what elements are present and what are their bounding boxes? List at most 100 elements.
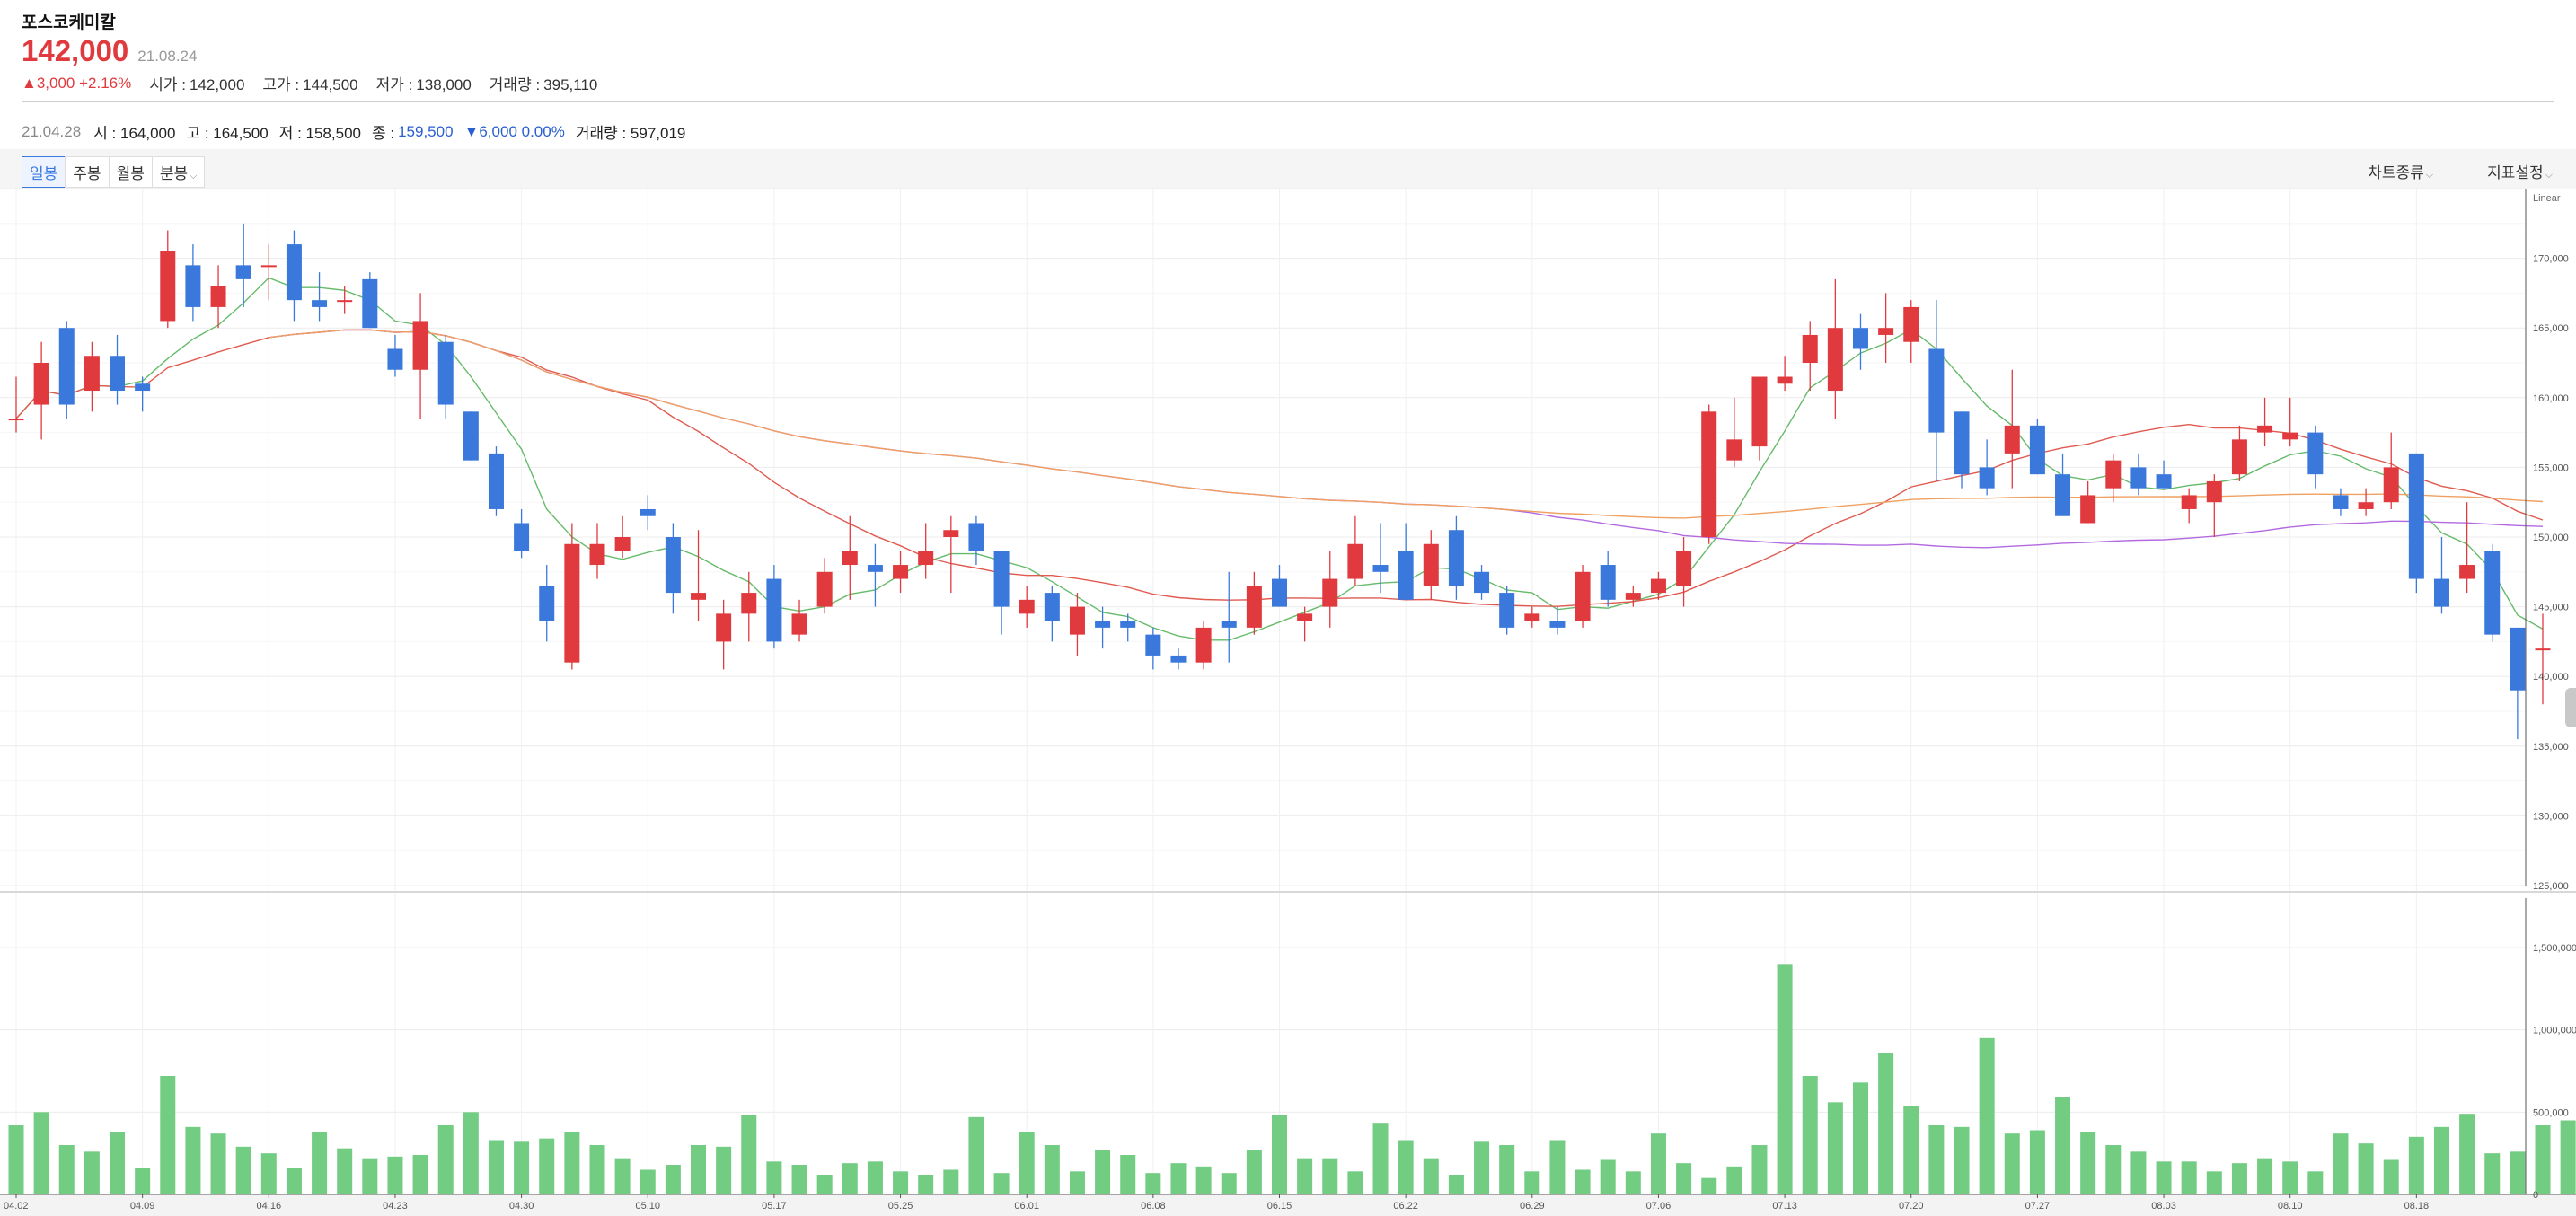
candle <box>816 558 833 614</box>
candle <box>2307 425 2324 489</box>
candle <box>893 551 909 594</box>
candle-body <box>766 578 782 642</box>
candle <box>2510 627 2526 740</box>
volume-bar <box>2307 1171 2324 1194</box>
chart-options: 차트종류 ⌵ 지표설정 ⌵ <box>2314 160 2553 182</box>
volume-bar <box>1979 1037 1995 1194</box>
candle-body <box>993 551 1010 607</box>
volume-bar <box>312 1132 328 1194</box>
volume-bar <box>893 1171 909 1194</box>
volume-bar <box>2004 1133 2020 1194</box>
candle-body <box>2307 432 2324 475</box>
price-tick-label: 155,000 <box>2533 463 2569 473</box>
candle-body <box>2257 425 2273 433</box>
price-tick-label: 135,000 <box>2533 742 2569 753</box>
tab-weekly[interactable]: 주봉 <box>65 156 110 188</box>
time-tick-label: 05.10 <box>635 1201 660 1212</box>
volume-bar <box>1019 1132 1035 1194</box>
candle <box>1221 571 1237 663</box>
candle-body <box>691 593 707 600</box>
candle <box>1676 537 1692 607</box>
tab-monthly[interactable]: 월봉 <box>108 156 153 188</box>
volume-bar <box>2510 1151 2526 1194</box>
candle <box>1069 593 1085 656</box>
volume-bar <box>791 1165 807 1194</box>
volume-bar <box>766 1161 782 1194</box>
volume-bar <box>943 1169 959 1194</box>
tab-minute[interactable]: 분봉 ⌵ <box>151 156 206 188</box>
candle-body <box>160 251 176 322</box>
candle-body <box>2156 474 2172 489</box>
candle <box>791 599 807 642</box>
candle <box>1928 300 1945 481</box>
stat-high-value: 144,500 <box>303 76 358 93</box>
stat-high: 고가 :144,500 <box>262 72 357 94</box>
volume-bar <box>2408 1136 2424 1194</box>
candle <box>918 523 934 579</box>
volume-bar <box>741 1115 757 1194</box>
time-tick-label: 08.18 <box>2404 1201 2430 1212</box>
candle-body <box>2130 467 2147 489</box>
candle-body <box>791 613 807 635</box>
candle <box>160 230 176 329</box>
candle <box>614 515 631 559</box>
candle <box>640 495 656 531</box>
stat-low-label: 저가 : <box>375 76 413 93</box>
candle-body <box>539 586 555 621</box>
volume-bar <box>2358 1143 2374 1194</box>
candle-body <box>2535 648 2551 651</box>
candle <box>84 341 100 412</box>
indicator-settings-button[interactable]: 지표설정 ⌵ <box>2460 160 2553 182</box>
volume-bar <box>2055 1097 2071 1194</box>
candle-body <box>1095 621 1111 628</box>
candle <box>1600 551 1616 607</box>
candle-body <box>488 453 504 509</box>
stat-low-value: 138,000 <box>416 76 472 93</box>
candle-body <box>362 278 378 329</box>
volume-bar <box>1246 1150 1262 1194</box>
tab-daily[interactable]: 일봉 <box>22 156 66 188</box>
chart-grid <box>0 188 2576 1194</box>
volume-bar <box>2257 1158 2273 1194</box>
crosshair-info: 21.04.28 시 : 164,000 고 : 164,500 저 : 158… <box>22 120 696 143</box>
price-tick-label: 140,000 <box>2533 672 2569 683</box>
candle <box>1347 515 1363 586</box>
candle <box>2004 369 2020 489</box>
candle-body <box>412 321 428 370</box>
candle-body <box>135 383 151 392</box>
stock-header: 포스코케미칼 <box>22 9 116 33</box>
volume-series <box>8 964 2576 1194</box>
candle-body <box>2029 425 2045 475</box>
volume-bar <box>260 1153 277 1194</box>
candle <box>1979 439 1995 496</box>
candle <box>2282 397 2298 447</box>
volume-bar <box>210 1133 226 1194</box>
candle <box>260 244 277 301</box>
candle <box>1852 313 1868 370</box>
volume-bar <box>437 1125 454 1194</box>
candle-body <box>58 328 75 405</box>
chart-type-label: 차트종류 <box>2368 164 2424 181</box>
candle <box>488 446 504 516</box>
chart-type-button[interactable]: 차트종류 ⌵ <box>2341 160 2433 182</box>
chart-toolbar <box>0 149 2576 189</box>
candle <box>463 411 479 461</box>
candle-body <box>286 244 302 301</box>
side-panel-handle[interactable] <box>2565 688 2576 727</box>
candle-body <box>2433 578 2449 607</box>
volume-tick-label: 0 <box>2533 1190 2538 1201</box>
volume-bar <box>1777 964 1793 1194</box>
candle-body <box>110 356 126 392</box>
volume-bar <box>362 1158 378 1194</box>
candle <box>1701 404 1717 544</box>
candle-body <box>387 348 403 370</box>
candle <box>1878 293 1894 363</box>
candle <box>1195 621 1212 670</box>
candle-body <box>312 300 328 307</box>
volume-bar <box>2560 1120 2576 1194</box>
volume-bar <box>539 1138 555 1194</box>
candle-body <box>2510 627 2526 691</box>
candle <box>1499 586 1515 635</box>
volume-bar <box>1322 1158 1338 1194</box>
